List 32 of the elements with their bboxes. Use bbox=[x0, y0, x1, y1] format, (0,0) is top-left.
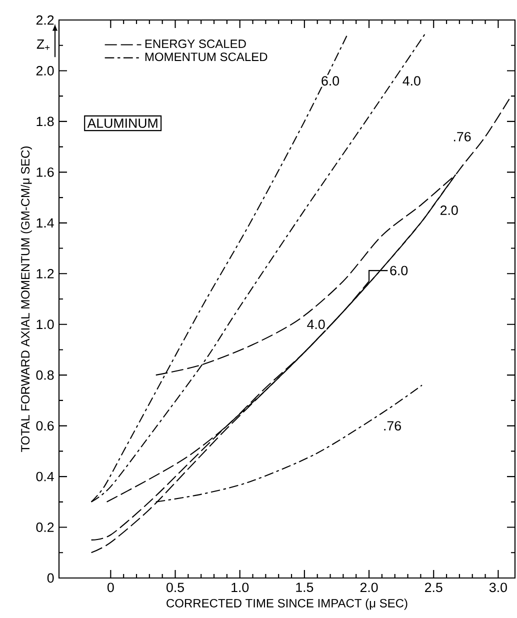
annotation: 6.0 bbox=[322, 76, 340, 86]
y-tick-label: 2.0 bbox=[36, 66, 54, 76]
x-tick-label: 2.0 bbox=[360, 582, 378, 592]
legend-label: MOMENTUM SCALED bbox=[145, 52, 268, 62]
y-tick-label: 1.4 bbox=[36, 218, 54, 228]
legend-label: ENERGY SCALED bbox=[145, 40, 246, 48]
y-tick-label: 0.8 bbox=[36, 370, 54, 380]
annotation: 6.0 bbox=[390, 266, 408, 276]
annotation: .76 bbox=[384, 421, 401, 431]
x-tick-label: 1.0 bbox=[232, 582, 249, 592]
y-tick-label: 0.6 bbox=[36, 421, 54, 431]
annotation: ALUMINUM bbox=[87, 118, 158, 128]
x-tick-label: 1.5 bbox=[296, 582, 314, 592]
y-tick-label: 1.0 bbox=[36, 320, 54, 330]
y-axis-title: TOTAL FORWARD AXIAL MOMENTUM (GM-CM/μ SEC) bbox=[20, 146, 32, 452]
y-tick-label: 0.2 bbox=[36, 522, 54, 532]
y-tick-label: 0.4 bbox=[36, 472, 54, 482]
x-tick-label: 2.5 bbox=[425, 582, 442, 592]
y-tick-label: 1.2 bbox=[36, 268, 54, 278]
annotation: 4.0 bbox=[402, 76, 420, 86]
y-tick-label: 1.8 bbox=[36, 116, 54, 126]
x-axis-title: CORRECTED TIME SINCE IMPACT (μ SEC) bbox=[166, 598, 408, 610]
annotation: 2.0 bbox=[440, 206, 458, 215]
x-tick-label: 0 bbox=[107, 582, 114, 592]
x-tick-label: 0.5 bbox=[166, 582, 184, 592]
annotation: 4.0 bbox=[307, 320, 325, 330]
x-tick-label: 3.0 bbox=[489, 582, 507, 592]
y-tick-label: 0 bbox=[47, 573, 54, 583]
y-tick-label: 1.6 bbox=[36, 167, 54, 177]
annotation: .76 bbox=[454, 132, 471, 142]
y-tick-label: 2.2 bbox=[36, 15, 54, 25]
text: Z$_{+}$ bbox=[36, 40, 50, 50]
